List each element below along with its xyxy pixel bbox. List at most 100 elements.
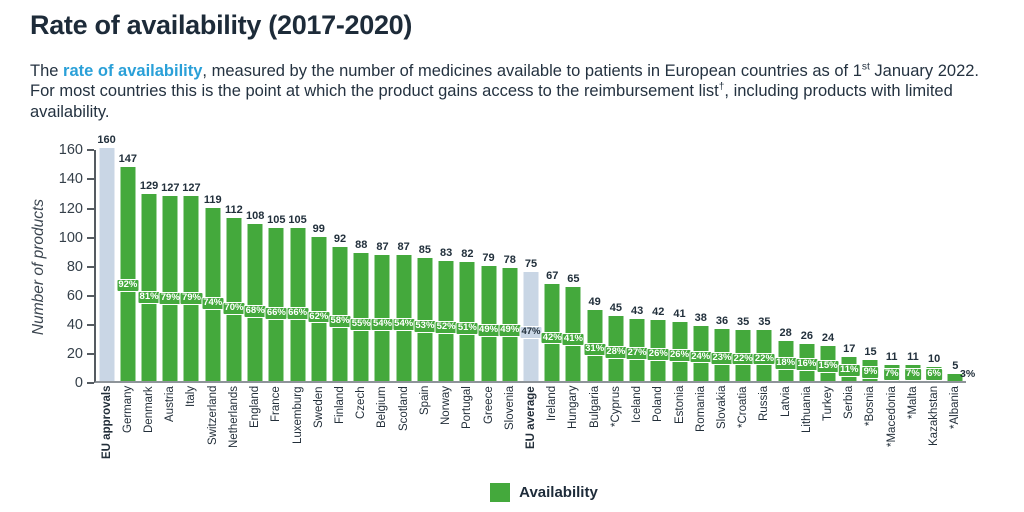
x-axis-label: Iceland <box>631 386 644 424</box>
x-axis-label: Slovenia <box>503 386 516 431</box>
bar-pct-label: 26% <box>646 347 670 361</box>
availability-legend-label: Availability <box>519 484 598 502</box>
bar-pct-label: 11% <box>838 364 861 378</box>
bar-pct-label: 24% <box>689 350 713 364</box>
bar-value-label: 65 <box>567 272 580 285</box>
bar-column-italy: 127 79% Italy <box>179 150 203 407</box>
x-axis-label: Kazakhstan <box>928 386 941 447</box>
bar <box>141 193 157 382</box>
bar-column-czech: 88 55% Czech <box>349 150 373 419</box>
bar-value-label: 49 <box>588 296 601 309</box>
x-axis-label: Sweden <box>312 386 325 428</box>
bar-value-label: 82 <box>461 247 474 260</box>
x-axis-label: *Cyprus <box>609 386 622 428</box>
bar-value-label: 35 <box>737 316 750 329</box>
bar-value-label: 15 <box>864 345 877 358</box>
bar-pct-label: 18% <box>774 357 798 371</box>
x-axis-label: *Macedonia <box>885 386 898 448</box>
bar-value-label: 28 <box>779 326 792 339</box>
bar-value-label: 105 <box>288 214 307 227</box>
bar-pct-label: 47% <box>519 326 543 340</box>
bar-pct-label-outside: 3% <box>960 368 976 381</box>
bar-column-scotland: 87 54% Scotland <box>392 150 416 431</box>
y-tick-mark <box>87 178 94 181</box>
bar-value-label: 127 <box>161 182 180 195</box>
bar-value-label: 129 <box>139 179 159 192</box>
bar <box>268 228 284 382</box>
bar-column-latvia: 28 18% Latvia <box>774 150 798 417</box>
bar-value-label: 11 <box>885 351 898 364</box>
x-axis-label: Hungary <box>567 386 580 430</box>
x-axis-label: Latvia <box>779 386 792 418</box>
bar-value-label: 119 <box>203 194 222 207</box>
intro-superscript-dagger: † <box>718 81 725 93</box>
intro-part2: , measured by the number of medicines av… <box>202 62 862 80</box>
plot-area: 160 EU approvals 147 92% Germany 129 81% Denmar… <box>94 134 975 460</box>
x-axis-label: Slovakia <box>715 386 728 430</box>
bar-column-belgium: 87 54% Belgium <box>370 150 394 428</box>
bar-column-eu-average: 75 47% EU average <box>519 150 543 449</box>
x-axis-label: Ireland <box>546 386 559 422</box>
y-tick-label: 140 <box>58 171 83 188</box>
y-tick-label: 80 <box>66 258 83 275</box>
bar-column-norway: 83 52% Norway <box>434 150 458 425</box>
bar <box>205 208 221 382</box>
x-axis-label: Netherlands <box>227 386 240 449</box>
bar-column-portugal: 82 51% Portugal <box>455 150 479 429</box>
bar-value-label: 85 <box>418 243 432 256</box>
bar-column-albania: 5 3% *Albania <box>945 150 975 429</box>
y-axis: 0 20 40 60 80 100 120 140 160 <box>54 142 94 391</box>
bar-column-germany: 147 92% Germany <box>116 150 140 434</box>
bar-pct-label: 49% <box>477 323 501 337</box>
bar-column-cyprus: 45 28% *Cyprus <box>604 150 628 427</box>
x-axis-label: *Bosnia <box>864 386 877 426</box>
x-axis-label: Italy <box>185 386 198 408</box>
bar-value-label: 87 <box>397 240 410 253</box>
bar <box>311 237 327 382</box>
bar-value-label: 17 <box>843 342 856 355</box>
bar <box>290 228 306 382</box>
bar-value-label: 92 <box>333 233 347 246</box>
x-axis-label: Russia <box>758 386 771 422</box>
bar-pct-label: 81% <box>137 290 161 304</box>
bar-value-label: 38 <box>694 312 707 325</box>
y-axis-title-area: Number of products <box>30 150 54 383</box>
bar-value-label: 5 <box>952 360 959 373</box>
bar-pct-label: 74% <box>201 297 225 311</box>
bar <box>183 196 199 382</box>
x-axis-label: Luxemburg <box>291 386 304 444</box>
bar-value-label: 26 <box>800 329 813 342</box>
bar <box>120 167 136 382</box>
x-axis-label: *Malta <box>906 386 919 419</box>
bar-column-russia: 35 22% Russia <box>752 150 776 422</box>
bar-pct-label: 7% <box>904 368 922 382</box>
x-axis-label: Finland <box>334 386 347 425</box>
y-tick-mark <box>87 294 94 297</box>
x-axis-label: EU average <box>524 386 537 450</box>
y-tick-label: 60 <box>66 287 83 304</box>
bar-value-label: 75 <box>524 258 538 271</box>
bar-column-lithuania: 26 16% Lithuania <box>795 150 819 433</box>
x-axis-label: Lithuania <box>800 386 813 434</box>
bar-column-austria: 127 79% Austria <box>158 150 182 422</box>
bar-pct-label: 9% <box>861 365 880 379</box>
bar-column-luxemburg: 105 66% Luxemburg <box>286 150 310 444</box>
bar-column-eu-approvals: 160 EU approvals <box>96 134 117 460</box>
bar-pct-label: 42% <box>540 331 564 345</box>
bar <box>374 254 390 382</box>
bar-pct-label: 27% <box>625 347 649 361</box>
y-tick-mark <box>87 324 94 327</box>
bar <box>99 148 115 382</box>
page-title: Rate of availability (2017-2020) <box>30 10 413 40</box>
x-axis-label: Switzerland <box>206 386 219 446</box>
bar-pct-label: 7% <box>882 368 901 382</box>
bar-value-label: 160 <box>97 134 116 147</box>
bar-column-finland: 92 58% Finland <box>328 150 352 424</box>
bar-column-malta: 11 7% *Malta <box>902 150 923 419</box>
bar-value-label: 127 <box>182 182 201 195</box>
y-tick-label: 0 <box>74 375 83 392</box>
x-axis-label: Spain <box>418 386 431 416</box>
y-tick-mark <box>87 265 94 268</box>
bar-column-england: 108 68% England <box>243 150 267 429</box>
x-axis-label: *Croatia <box>737 386 750 428</box>
